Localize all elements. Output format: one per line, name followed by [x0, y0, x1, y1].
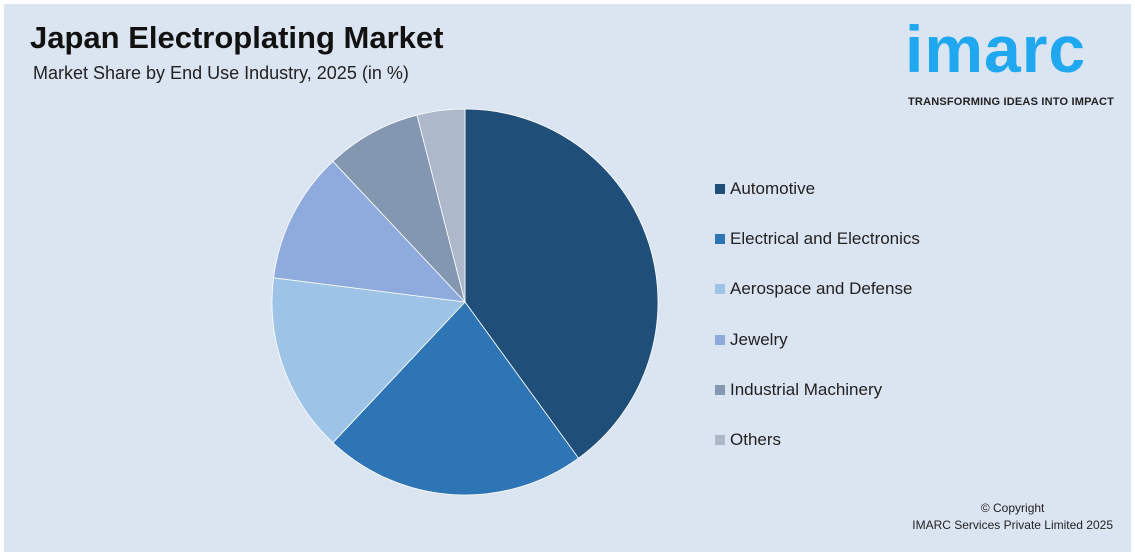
legend-swatch [715, 234, 725, 245]
legend-label: Automotive [730, 179, 816, 199]
legend-swatch [715, 284, 725, 295]
legend-item: Jewelry [715, 315, 920, 365]
legend-item: Aerospace and Defense [715, 264, 920, 314]
legend-swatch [715, 384, 725, 395]
legend-swatch [715, 435, 725, 446]
legend-label: Aerospace and Defense [730, 279, 913, 299]
pie-slice-aerospace-and-defense [271, 277, 466, 444]
legend-label: Others [730, 430, 782, 450]
legend-item: Electrical and Electronics [715, 214, 920, 264]
legend-label: Jewelry [730, 329, 788, 349]
legend-item: Industrial Machinery [715, 365, 920, 415]
legend: Automotive Electrical and Electronics Aero… [715, 164, 920, 465]
copyright-line2: IMARC Services Private Limited 2025 [912, 518, 1113, 532]
copyright: © Copyright IMARC Services Private Limit… [912, 500, 1113, 534]
legend-label: Electrical and Electronics [730, 229, 920, 249]
chart-title: Japan Electroplating Market [30, 20, 444, 55]
pie-slice-automotive [464, 108, 659, 459]
chart-subtitle: Market Share by End Use Industry, 2025 (… [33, 63, 409, 83]
imarc-logo: imarc TRANSFORMING IDEAS INTO IMPACT [905, 14, 1125, 114]
legend-item: Automotive [715, 164, 920, 214]
legend-label: Industrial Machinery [730, 379, 883, 399]
logo-wordmark: imarc [905, 12, 1087, 86]
legend-item: Others [715, 415, 920, 465]
pie-slice-electrical-and-electronics [332, 301, 580, 496]
copyright-line1: © Copyright [980, 501, 1045, 515]
legend-swatch [715, 334, 725, 345]
pie-slice-industrial-machinery [332, 114, 466, 303]
pie-slice-jewelry [273, 160, 467, 303]
legend-swatch [715, 184, 725, 195]
pie-slice-others [416, 108, 466, 303]
logo-tagline: TRANSFORMING IDEAS INTO IMPACT [908, 96, 1115, 108]
